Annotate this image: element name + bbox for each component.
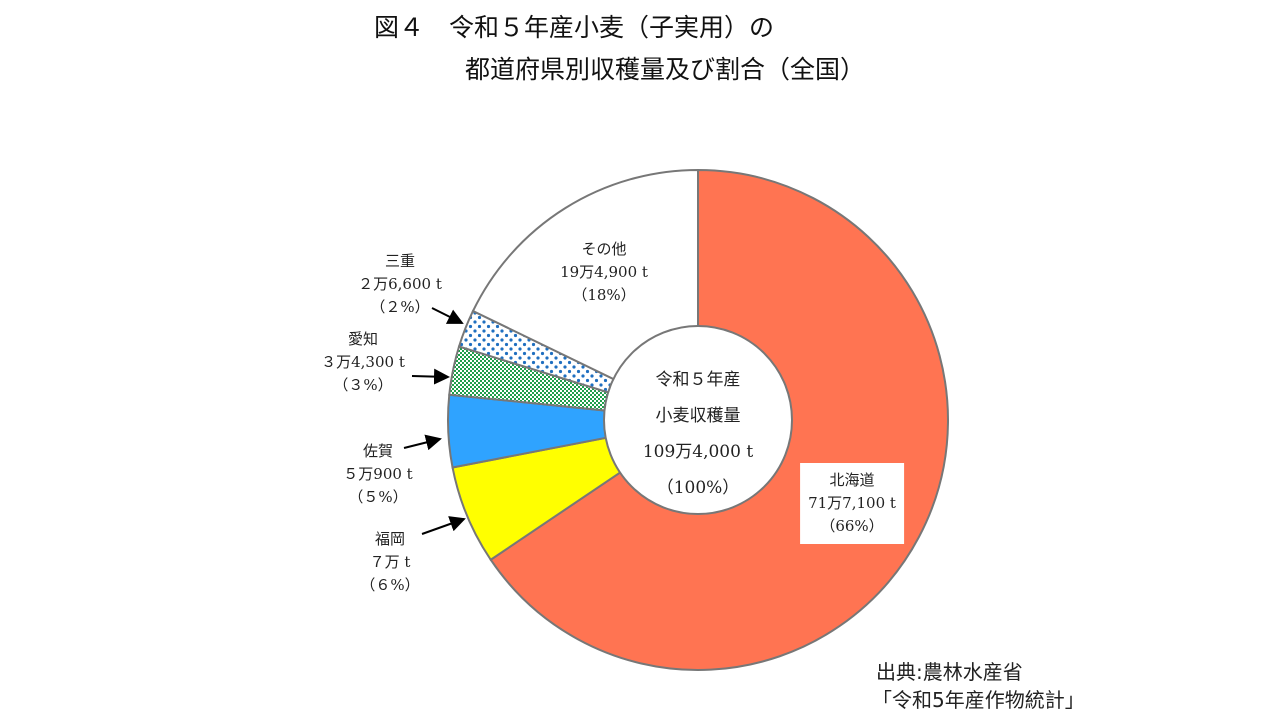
chart-title-line2: 都道府県別収穫量及び割合（全国）: [465, 55, 866, 84]
label-name: 佐賀: [362, 442, 393, 460]
chart-title-line1: 図４ 令和５年産小麦（子実用）の: [374, 13, 775, 42]
center-label-value: 109万4,000 t: [642, 442, 754, 462]
label-saga: 佐賀 ５万900 t （５%）: [343, 440, 412, 509]
label-percent: （66%）: [820, 517, 884, 535]
label-fukuoka: 福岡 ７万 t （６%）: [360, 528, 419, 597]
label-value: ２万6,600 t: [358, 275, 442, 293]
label-name: 福岡: [374, 530, 406, 548]
center-label: 令和５年産 小麦収穫量 109万4,000 t （100%）: [643, 362, 753, 506]
arrow-mie: [431, 307, 464, 324]
label-name: 北海道: [829, 471, 875, 489]
label-name: 三重: [384, 252, 415, 270]
label-hokkaido: 北海道 71万7,100 t （66%）: [800, 463, 904, 544]
center-label-line1: 令和５年産: [655, 370, 741, 390]
label-value: ７万 t: [369, 553, 411, 571]
label-name: その他: [581, 240, 627, 258]
label-percent: （18%）: [572, 286, 636, 304]
arrow-aichi: [411, 368, 450, 385]
label-others: その他 19万4,900 t （18%）: [560, 238, 648, 307]
arrow-saga: [403, 434, 442, 451]
center-label-line2: 小麦収穫量: [655, 406, 741, 426]
label-percent: （３%）: [333, 376, 393, 394]
label-value: ５万900 t: [343, 465, 413, 483]
label-name: 愛知: [347, 330, 378, 348]
arrow-fukuoka: [421, 516, 466, 535]
source-line1: 出典:農林水産省: [876, 660, 1023, 684]
label-percent: （６%）: [360, 576, 420, 594]
center-label-percent: （100%）: [656, 478, 740, 498]
label-aichi: 愛知 ３万4,300 t （３%）: [321, 328, 405, 397]
label-percent: （２%）: [370, 298, 430, 316]
label-value: 71万7,100 t: [808, 494, 896, 512]
source-line2: 「令和5年産作物統計」: [872, 688, 1085, 712]
donut-center: [603, 325, 793, 515]
label-value: 19万4,900 t: [560, 263, 648, 281]
label-value: ３万4,300 t: [321, 353, 405, 371]
label-percent: （５%）: [348, 488, 408, 506]
label-mie: 三重 ２万6,600 t （２%）: [358, 250, 442, 319]
